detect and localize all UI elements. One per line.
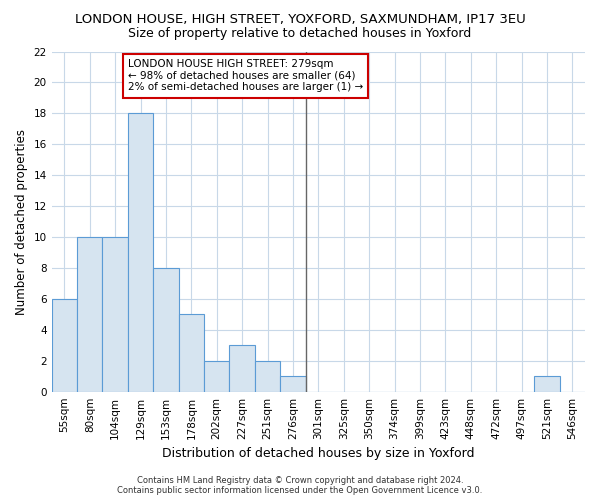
Text: LONDON HOUSE HIGH STREET: 279sqm
← 98% of detached houses are smaller (64)
2% of: LONDON HOUSE HIGH STREET: 279sqm ← 98% o… xyxy=(128,59,363,92)
Bar xyxy=(103,237,128,392)
Bar xyxy=(153,268,179,392)
Y-axis label: Number of detached properties: Number of detached properties xyxy=(15,128,28,314)
Bar xyxy=(179,314,204,392)
Text: Contains HM Land Registry data © Crown copyright and database right 2024.
Contai: Contains HM Land Registry data © Crown c… xyxy=(118,476,482,495)
Text: Size of property relative to detached houses in Yoxford: Size of property relative to detached ho… xyxy=(128,28,472,40)
Bar xyxy=(77,237,103,392)
X-axis label: Distribution of detached houses by size in Yoxford: Distribution of detached houses by size … xyxy=(162,447,475,460)
Bar xyxy=(204,361,229,392)
Bar xyxy=(229,346,255,392)
Bar xyxy=(128,114,153,392)
Bar xyxy=(52,299,77,392)
Text: LONDON HOUSE, HIGH STREET, YOXFORD, SAXMUNDHAM, IP17 3EU: LONDON HOUSE, HIGH STREET, YOXFORD, SAXM… xyxy=(74,12,526,26)
Bar xyxy=(534,376,560,392)
Bar xyxy=(280,376,305,392)
Bar xyxy=(255,361,280,392)
